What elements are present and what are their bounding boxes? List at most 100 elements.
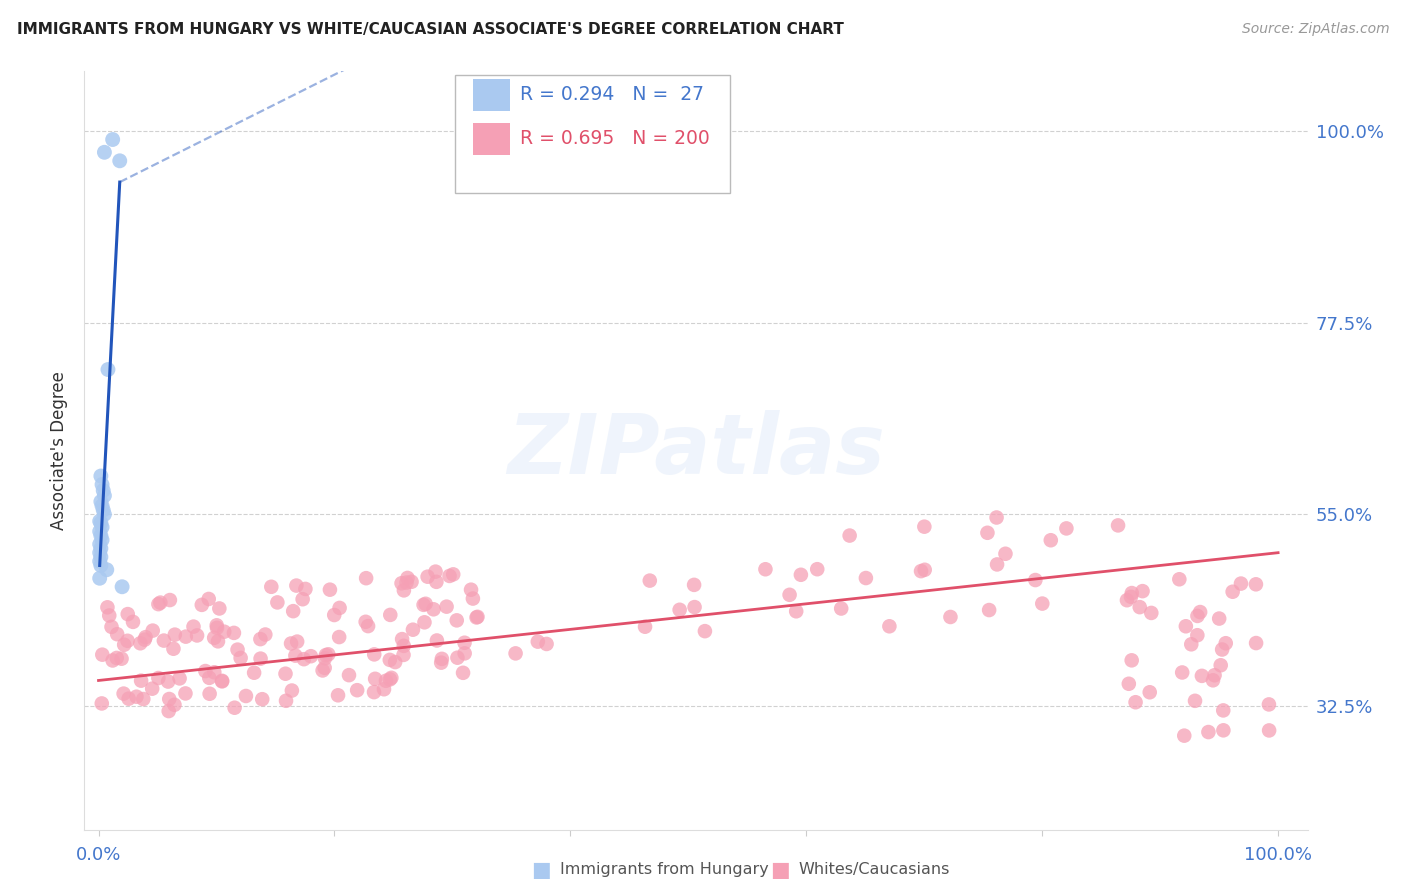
Point: [208, 601, 231, 615]
Point: [354, 615, 377, 629]
Point: [163, 627, 186, 641]
Point: [446, 650, 468, 665]
Point: [202, 665, 225, 680]
Point: [693, 624, 716, 639]
Point: [212, 624, 235, 639]
Point: [274, 694, 297, 708]
Point: [252, 692, 274, 706]
Point: [754, 562, 776, 576]
Point: [285, 634, 308, 648]
Point: [90, 558, 112, 573]
Point: [436, 599, 458, 614]
Point: [1211, 642, 1233, 657]
Point: [157, 704, 180, 718]
Point: [638, 574, 661, 588]
Point: [1244, 577, 1267, 591]
Point: [396, 571, 419, 585]
Point: [163, 698, 186, 712]
Point: [314, 651, 336, 665]
Point: [91, 533, 114, 547]
Point: [363, 685, 385, 699]
Point: [153, 633, 176, 648]
Point: [346, 683, 368, 698]
Point: [294, 582, 316, 596]
Point: [378, 653, 401, 667]
Point: [157, 674, 180, 689]
Point: [197, 591, 219, 606]
Text: R = 0.294   N =  27: R = 0.294 N = 27: [520, 86, 704, 104]
Point: [779, 588, 801, 602]
Point: [430, 656, 453, 670]
Point: [1191, 669, 1213, 683]
Point: [395, 575, 418, 590]
Text: ■: ■: [770, 860, 790, 880]
Point: [1171, 665, 1194, 680]
Point: [249, 651, 271, 665]
Point: [142, 624, 165, 638]
Point: [162, 641, 184, 656]
Text: 0.0%: 0.0%: [76, 847, 121, 864]
Point: [425, 565, 447, 579]
Point: [149, 596, 172, 610]
Point: [194, 664, 217, 678]
Point: [314, 661, 336, 675]
Point: [205, 621, 228, 635]
Point: [285, 578, 308, 592]
Point: [1174, 619, 1197, 633]
Point: [132, 692, 155, 706]
Point: [668, 603, 690, 617]
Point: [101, 653, 124, 667]
Point: [117, 607, 139, 621]
Point: [1024, 573, 1046, 587]
Point: [1140, 606, 1163, 620]
Point: [134, 632, 156, 647]
Point: [1189, 605, 1212, 619]
Point: [93, 145, 115, 160]
Point: [392, 648, 415, 662]
Point: [148, 671, 170, 685]
Point: [174, 686, 197, 700]
Point: [89, 554, 111, 568]
Point: [90, 529, 112, 543]
Point: [1204, 668, 1226, 682]
Point: [122, 615, 145, 629]
Point: [89, 546, 111, 560]
Point: [790, 567, 813, 582]
Point: [117, 633, 139, 648]
Point: [634, 620, 657, 634]
Point: [112, 687, 135, 701]
Point: [202, 631, 225, 645]
Text: ■: ■: [531, 860, 551, 880]
Point: [118, 691, 141, 706]
FancyBboxPatch shape: [474, 123, 510, 155]
Point: [284, 648, 307, 663]
Point: [311, 664, 333, 678]
Point: [159, 593, 181, 607]
Point: [157, 692, 180, 706]
Point: [90, 469, 112, 483]
Point: [375, 673, 398, 688]
Point: [90, 697, 112, 711]
Point: [363, 648, 385, 662]
Point: [391, 632, 413, 646]
Point: [1212, 703, 1234, 717]
Point: [453, 636, 475, 650]
Point: [291, 592, 314, 607]
Point: [91, 503, 114, 517]
Point: [191, 598, 214, 612]
Point: [292, 652, 315, 666]
Point: [1132, 584, 1154, 599]
Point: [1244, 636, 1267, 650]
Point: [1258, 698, 1281, 712]
Point: [416, 570, 439, 584]
Point: [1039, 533, 1062, 548]
Point: [412, 598, 434, 612]
Point: [401, 574, 423, 589]
Point: [1208, 611, 1230, 625]
Point: [373, 682, 395, 697]
Point: [838, 528, 860, 542]
Point: [326, 688, 349, 702]
Point: [299, 649, 322, 664]
Point: [392, 583, 415, 598]
Point: [89, 571, 111, 585]
